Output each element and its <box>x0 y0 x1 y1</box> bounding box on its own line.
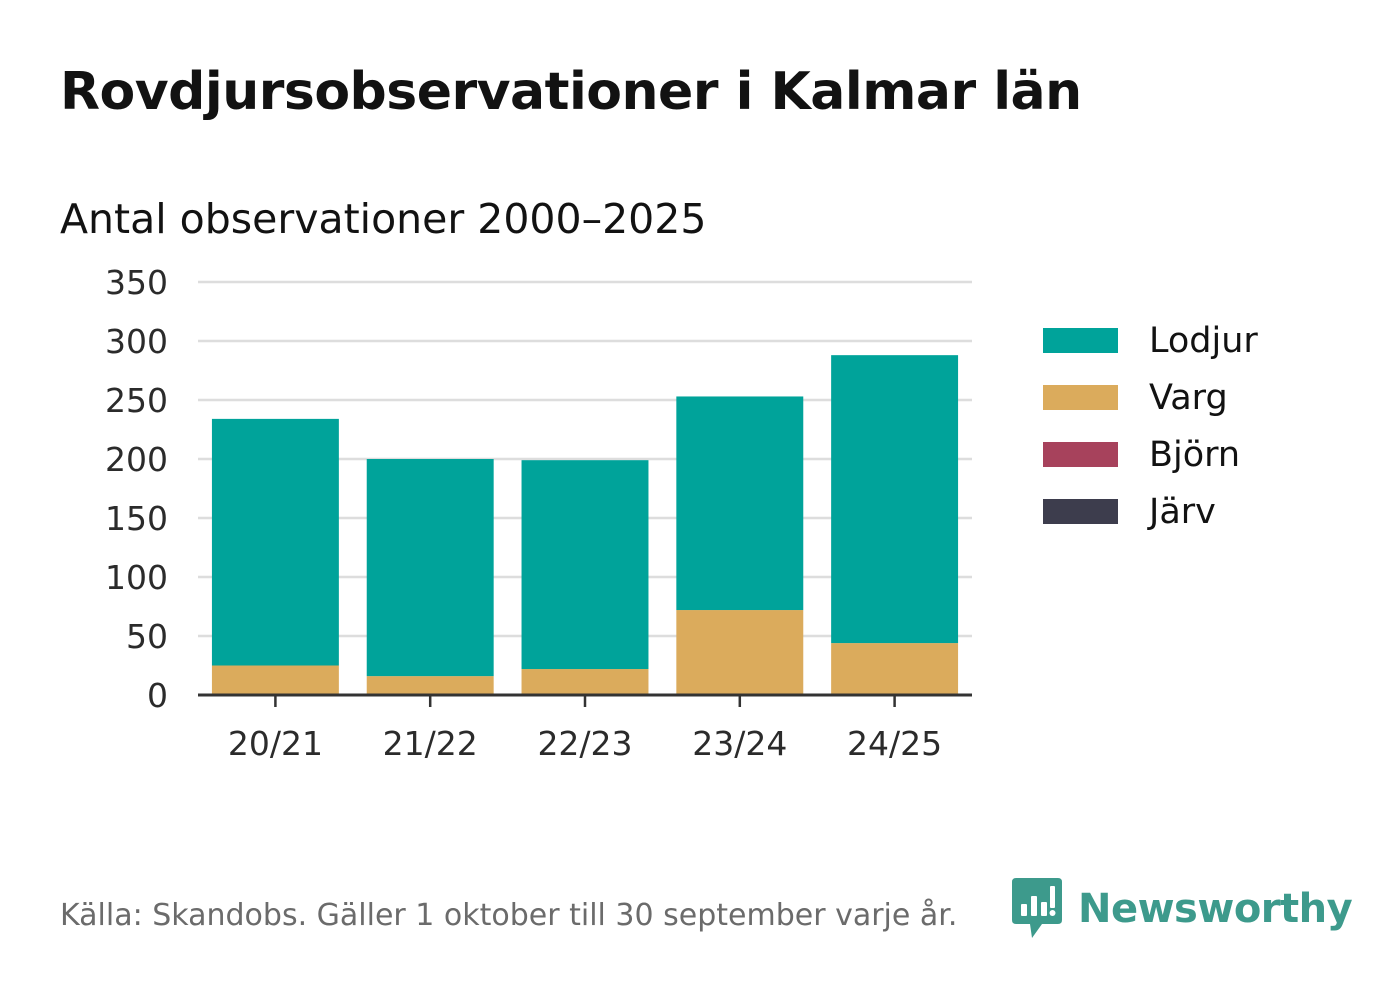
newsworthy-logo-icon <box>1012 878 1062 938</box>
y-tick-label-300: 300 <box>105 322 168 361</box>
legend-item-jarv: Järv <box>1043 483 1258 540</box>
x-tick-label-24-25: 24/25 <box>847 724 942 763</box>
bar-lodjur-24-25[interactable] <box>831 355 959 644</box>
bar-lodjur-21-22[interactable] <box>366 459 494 677</box>
y-tick-label-350: 350 <box>105 263 168 302</box>
bar-lodjur-20-21[interactable] <box>211 418 339 666</box>
chart-title: Rovdjursobservationer i Kalmar län <box>60 62 1082 122</box>
legend-swatch-varg <box>1043 385 1118 410</box>
bar-varg-21-22[interactable] <box>366 676 494 695</box>
y-tick-label-0: 0 <box>147 676 168 715</box>
bar-varg-20-21[interactable] <box>211 665 339 696</box>
legend-swatch-jarv <box>1043 499 1118 524</box>
brand-name: Newsworthy <box>1078 886 1353 932</box>
y-tick-label-50: 50 <box>126 617 168 656</box>
bar-varg-24-25[interactable] <box>831 643 959 695</box>
legend-label-varg: Varg <box>1149 377 1228 418</box>
y-tick-label-150: 150 <box>105 499 168 538</box>
axes <box>198 693 972 707</box>
bar-lodjur-23-24[interactable] <box>676 396 804 611</box>
legend-label-jarv: Järv <box>1149 491 1216 532</box>
legend-item-varg: Varg <box>1043 369 1258 426</box>
source-note: Källa: Skandobs. Gäller 1 oktober till 3… <box>60 898 958 933</box>
legend-item-bjorn: Björn <box>1043 426 1258 483</box>
bar-chart: 0 50 100 150 200 250 300 350 20/21 21/22 22/23 23/2… <box>105 263 972 763</box>
y-tick-label-250: 250 <box>105 381 168 420</box>
legend: Lodjur Varg Björn Järv <box>1043 312 1258 540</box>
y-tick-label-200: 200 <box>105 440 168 479</box>
bar-varg-22-23[interactable] <box>521 669 649 695</box>
legend-swatch-lodjur <box>1043 328 1118 353</box>
brand-logo[interactable]: Newsworthy <box>1012 878 1353 940</box>
x-tick-label-22-23: 22/23 <box>537 724 632 763</box>
legend-swatch-bjorn <box>1043 442 1118 467</box>
tick-labels: 0 50 100 150 200 250 300 350 20/21 21/22 22/23 23/2… <box>105 263 942 763</box>
legend-item-lodjur: Lodjur <box>1043 312 1258 369</box>
chart-subtitle: Antal observationer 2000–2025 <box>60 195 707 243</box>
bar-varg-23-24[interactable] <box>676 610 804 695</box>
legend-label-bjorn: Björn <box>1149 434 1241 475</box>
x-tick-label-21-22: 21/22 <box>383 724 478 763</box>
bars <box>211 355 959 696</box>
x-tick-label-20-21: 20/21 <box>228 724 323 763</box>
y-tick-label-100: 100 <box>105 558 168 597</box>
legend-label-lodjur: Lodjur <box>1149 320 1258 361</box>
bar-lodjur-22-23[interactable] <box>521 460 649 670</box>
x-tick-label-23-24: 23/24 <box>692 724 787 763</box>
